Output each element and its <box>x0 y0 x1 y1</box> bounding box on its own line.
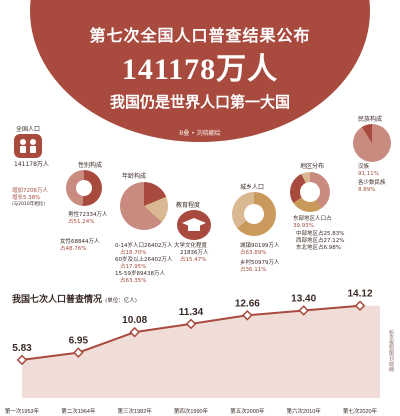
education-value: 21836万人 <box>180 250 209 256</box>
data-point <box>16 354 28 366</box>
total-title: 全国人口 <box>16 126 41 133</box>
total-increase: 增加7206万人 <box>12 188 48 194</box>
category-label: 第二次1964年 <box>61 407 96 415</box>
region-northeast: 东北地区占6.98% <box>296 245 341 251</box>
age-group-1: 0-14岁人口26402万人 <box>115 243 173 249</box>
chart-title: 我国七次人口普查情况 (单位：亿人) <box>12 292 137 305</box>
region-east: 东部地区人口占 <box>293 216 332 222</box>
ethnic-minority-pct: 8.89% <box>358 187 376 193</box>
data-label: 13.40 <box>291 293 316 304</box>
rural-pct: 占36.11% <box>240 267 267 273</box>
chart-title-text: 我国七次人口普查情况 <box>12 295 103 305</box>
region-east-pct: 39.93% <box>293 223 314 229</box>
data-point <box>298 305 309 316</box>
age-group-3: 15-59岁89438万人 <box>115 271 165 277</box>
data-point <box>185 318 197 330</box>
data-point <box>354 300 366 312</box>
gender-female-pct: 占48.76% <box>60 246 87 252</box>
region-donut-hole <box>300 182 320 202</box>
age-title: 年龄构成 <box>122 173 147 180</box>
education-pct: 占15.47% <box>180 257 207 263</box>
age-group-1-pct: 占18.70% <box>120 250 147 256</box>
education-title: 教育程度 <box>176 202 201 209</box>
gender-female: 女性68844万人 <box>60 239 100 245</box>
category-label: 第一次1953年 <box>5 407 40 415</box>
data-point <box>73 347 84 358</box>
region-west: 西部地区占27.12% <box>296 238 345 244</box>
census-area <box>22 305 380 398</box>
category-label: 第六次2010年 <box>287 407 322 415</box>
data-label: 14.12 <box>347 289 372 300</box>
urban-title: 城乡人口 <box>240 184 265 191</box>
gender-male: 男性72334万人 <box>68 212 108 218</box>
data-point <box>242 309 253 321</box>
urban-donut-hole <box>244 204 264 224</box>
ethnic-minority: 各少数民族 <box>358 180 386 186</box>
category-label: 第四次1990年 <box>174 407 209 415</box>
age-pie-chart <box>120 182 168 230</box>
gender-donut-hole <box>76 180 92 196</box>
region-title: 地区分布 <box>300 163 325 170</box>
region-central: 中部地区占25.83% <box>296 231 345 237</box>
banner-number: 141178万人 <box>121 53 279 86</box>
urban-value: 城镇90199万人 <box>240 243 280 249</box>
data-label: 10.08 <box>122 315 147 326</box>
rural-value: 乡村50979万人 <box>240 260 280 266</box>
age-group-2-pct: 占17.95% <box>120 264 147 270</box>
category-label: 第三次1982年 <box>118 407 153 415</box>
data-point <box>129 326 140 338</box>
category-label: 第七次2020年 <box>343 407 378 415</box>
gender-title: 性别构成 <box>78 162 103 169</box>
graduation-cap-icon <box>177 210 211 240</box>
gender-male-pct: 占51.24% <box>68 219 95 225</box>
data-label: 6.95 <box>69 336 89 347</box>
education-label: 大学文化程度 <box>174 243 208 249</box>
age-group-2: 60岁及以上26402万人 <box>115 257 173 263</box>
data-label: 11.34 <box>179 307 204 318</box>
category-label: 第五次2000年 <box>230 407 265 415</box>
census-line <box>21 304 361 361</box>
source-note: 新京报制图/刘晓翩 <box>388 330 394 372</box>
ethnic-pie-chart <box>353 124 391 162</box>
data-label: 12.66 <box>235 298 260 309</box>
banner-credit: B叠 • 刘晓翩绘 <box>179 130 221 137</box>
ethnic-title: 民族构成 <box>358 116 383 123</box>
ethnic-han-pct: 91.11% <box>358 171 379 177</box>
total-rate: 增长5.38% <box>12 195 41 201</box>
chart-unit: (单位：亿人) <box>105 298 137 304</box>
age-group-3-pct: 占63.35% <box>120 278 147 284</box>
population-icon <box>14 134 42 158</box>
people-icon <box>20 139 36 153</box>
total-note: (与2010年相比) <box>12 202 45 207</box>
data-label: 5.83 <box>12 343 32 354</box>
ethnic-han: 汉族 <box>358 164 370 170</box>
banner-subtitle: 我国仍是世界人口第一大国 <box>109 93 290 111</box>
banner-title: 第七次全国人口普查结果公布 <box>89 26 311 45</box>
urban-pct: 占63.89% <box>240 250 267 256</box>
total-value: 141178万人 <box>14 161 49 168</box>
